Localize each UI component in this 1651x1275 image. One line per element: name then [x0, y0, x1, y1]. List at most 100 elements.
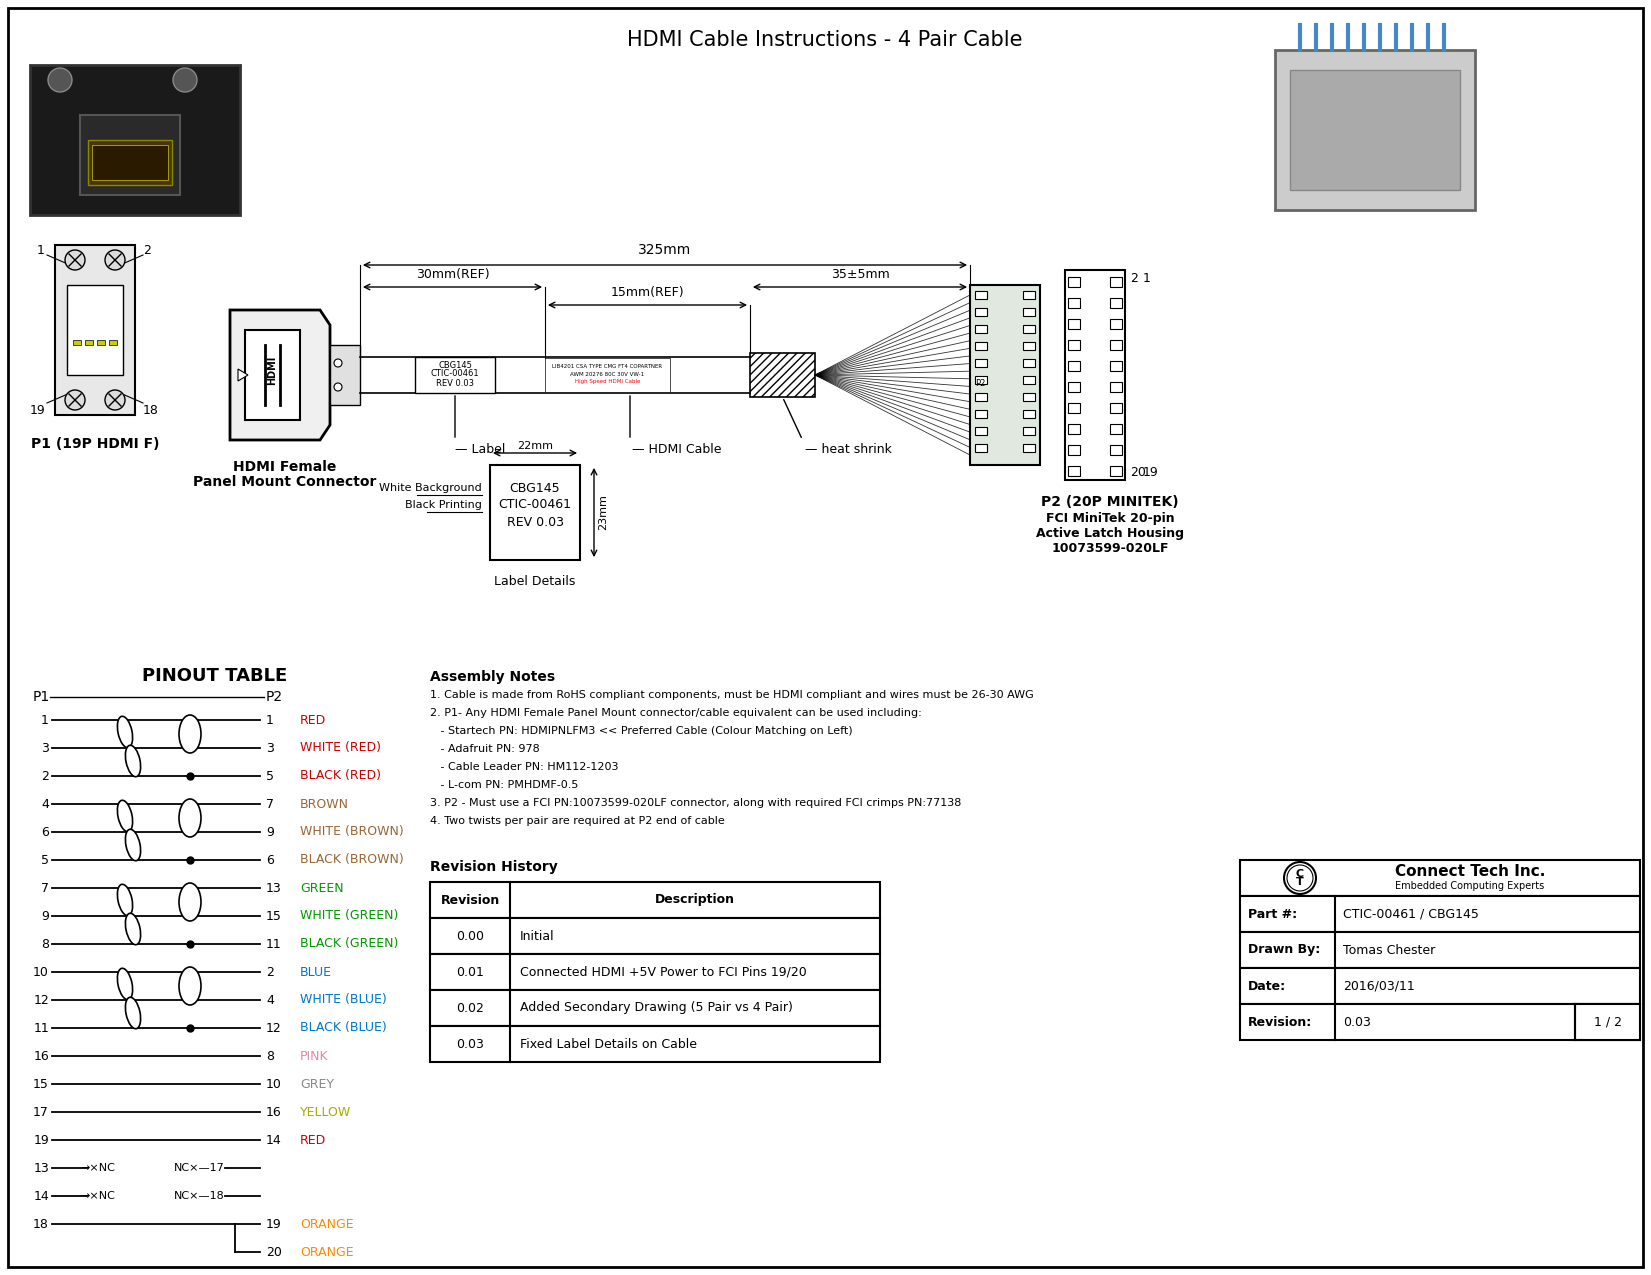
Text: NC×—18: NC×—18: [175, 1191, 225, 1201]
Text: Embedded Computing Experts: Embedded Computing Experts: [1395, 881, 1545, 891]
Bar: [490, 465, 580, 560]
Bar: [1109, 382, 1123, 391]
Bar: [1024, 444, 1035, 453]
Text: WHITE (BROWN): WHITE (BROWN): [300, 825, 404, 839]
Bar: [1109, 340, 1123, 351]
Bar: [1068, 340, 1080, 351]
Text: Part #:: Part #:: [1248, 908, 1298, 921]
Text: →×NC: →×NC: [79, 1163, 116, 1173]
Bar: [1068, 319, 1080, 329]
Text: 1: 1: [36, 244, 45, 256]
Bar: [1109, 465, 1123, 476]
Text: White Background: White Background: [380, 483, 482, 493]
Bar: [429, 989, 880, 1026]
Bar: [88, 140, 172, 185]
Text: Connect Tech Inc.: Connect Tech Inc.: [1395, 864, 1545, 880]
Text: - L-com PN: PMHDMF-0.5: - L-com PN: PMHDMF-0.5: [429, 780, 578, 790]
Circle shape: [1288, 864, 1313, 891]
Circle shape: [64, 250, 84, 270]
Text: 1. Cable is made from RoHS compliant components, must be HDMI compliant and wire: 1. Cable is made from RoHS compliant com…: [429, 690, 1034, 700]
Bar: [976, 325, 987, 333]
Circle shape: [1284, 862, 1316, 894]
Text: REV 0.03: REV 0.03: [436, 379, 474, 388]
Bar: [429, 954, 880, 989]
Text: 11: 11: [266, 937, 282, 950]
Text: BLUE: BLUE: [300, 965, 332, 978]
Text: HDMI Cable Instructions - 4 Pair Cable: HDMI Cable Instructions - 4 Pair Cable: [627, 31, 1022, 50]
Text: 7: 7: [41, 881, 50, 895]
Text: 4: 4: [41, 797, 50, 811]
Text: 11: 11: [33, 1021, 50, 1034]
Bar: [976, 309, 987, 316]
Text: BLACK (GREEN): BLACK (GREEN): [300, 937, 398, 950]
Bar: [1024, 411, 1035, 418]
Bar: [1240, 1003, 1639, 1040]
Text: 0.03: 0.03: [456, 1038, 484, 1051]
Text: Description: Description: [655, 894, 735, 907]
Bar: [1109, 403, 1123, 413]
Text: 0.00: 0.00: [456, 929, 484, 942]
Text: 19: 19: [30, 403, 45, 417]
Ellipse shape: [178, 884, 201, 921]
Text: Date:: Date:: [1248, 979, 1286, 992]
Ellipse shape: [125, 997, 140, 1029]
Text: 0.02: 0.02: [456, 1001, 484, 1015]
Text: 4. Two twists per pair are required at P2 end of cable: 4. Two twists per pair are required at P…: [429, 816, 725, 826]
Bar: [1289, 70, 1459, 190]
Polygon shape: [238, 368, 248, 381]
Text: NC×—17: NC×—17: [175, 1163, 225, 1173]
Bar: [1024, 360, 1035, 367]
Bar: [1240, 861, 1639, 896]
Text: 2: 2: [266, 965, 274, 978]
Text: 9: 9: [266, 825, 274, 839]
Text: — Label: — Label: [456, 442, 505, 456]
Text: 8: 8: [41, 937, 50, 950]
Bar: [79, 115, 180, 195]
Text: REV 0.03: REV 0.03: [507, 515, 563, 529]
Bar: [1068, 403, 1080, 413]
Ellipse shape: [117, 801, 132, 831]
Text: Tomas Chester: Tomas Chester: [1342, 944, 1435, 956]
Bar: [68, 286, 124, 375]
Ellipse shape: [125, 829, 140, 861]
Bar: [1240, 968, 1639, 1003]
Ellipse shape: [178, 799, 201, 836]
Text: Revision: Revision: [441, 894, 500, 907]
Bar: [73, 340, 81, 346]
Circle shape: [173, 68, 196, 92]
Text: HDMI: HDMI: [267, 356, 277, 385]
Ellipse shape: [117, 717, 132, 747]
Text: 20: 20: [266, 1246, 282, 1258]
Text: 18: 18: [144, 403, 158, 417]
Ellipse shape: [125, 746, 140, 776]
Bar: [1240, 896, 1639, 932]
Text: 14: 14: [33, 1190, 50, 1202]
Text: P1: P1: [33, 690, 50, 704]
Text: 8: 8: [266, 1049, 274, 1062]
Text: 2: 2: [41, 770, 50, 783]
Text: 3: 3: [41, 742, 50, 755]
Text: Connected HDMI +5V Power to FCI Pins 19/20: Connected HDMI +5V Power to FCI Pins 19/…: [520, 965, 807, 978]
Text: 5: 5: [266, 770, 274, 783]
Text: PINK: PINK: [300, 1049, 329, 1062]
Bar: [429, 882, 880, 918]
Text: 35±5mm: 35±5mm: [830, 268, 890, 280]
Bar: [1024, 291, 1035, 300]
Bar: [1109, 319, 1123, 329]
Text: CBG145: CBG145: [438, 361, 472, 370]
Text: 10: 10: [266, 1077, 282, 1090]
Text: ORANGE: ORANGE: [300, 1246, 353, 1258]
Text: 12: 12: [266, 1021, 282, 1034]
Ellipse shape: [117, 968, 132, 1000]
Bar: [1024, 376, 1035, 384]
Bar: [1068, 425, 1080, 434]
Text: 3. P2 - Must use a FCI PN:10073599-020LF connector, along with required FCI crim: 3. P2 - Must use a FCI PN:10073599-020LF…: [429, 798, 961, 808]
Bar: [976, 411, 987, 418]
Text: BLACK (BLUE): BLACK (BLUE): [300, 1021, 386, 1034]
Circle shape: [334, 382, 342, 391]
Text: 15mm(REF): 15mm(REF): [611, 286, 684, 300]
Bar: [1024, 393, 1035, 402]
Text: 16: 16: [266, 1105, 282, 1118]
Text: ORANGE: ORANGE: [300, 1218, 353, 1230]
Text: →×NC: →×NC: [79, 1191, 116, 1201]
